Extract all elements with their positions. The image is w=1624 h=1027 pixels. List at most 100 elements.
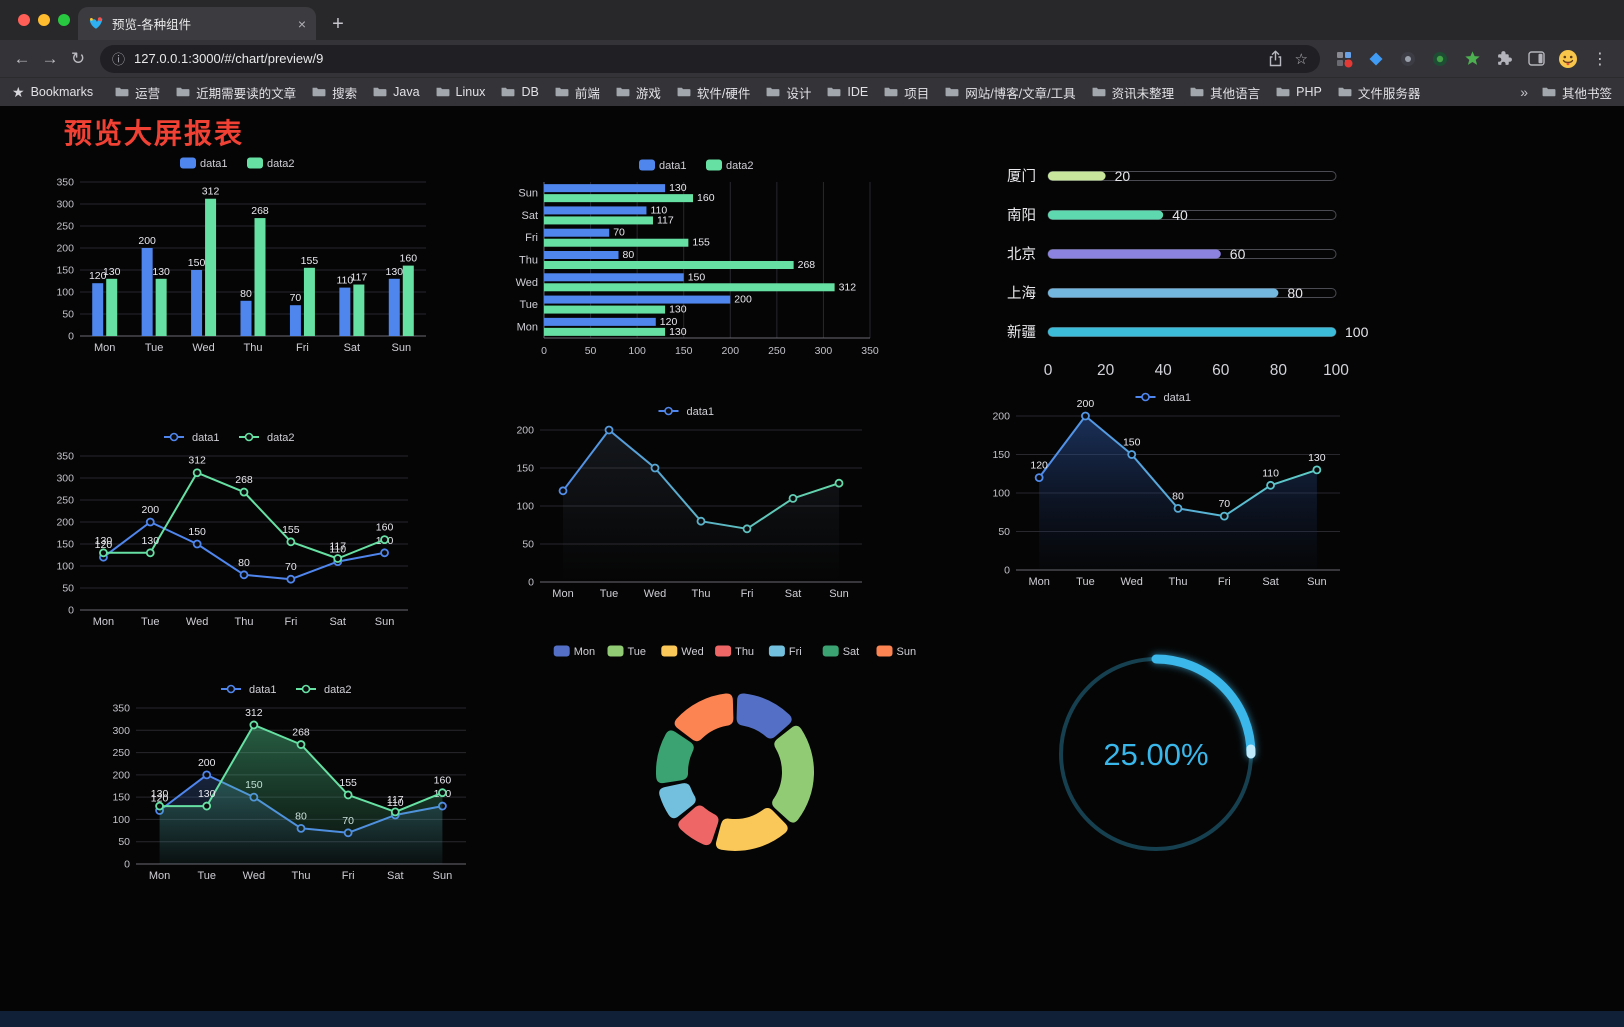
svg-text:200: 200 — [198, 757, 216, 769]
svg-text:150: 150 — [112, 792, 130, 804]
browser-toolbar: ← → ↻ ⓘ 127.0.0.1:3000/#/chart/preview/9… — [0, 40, 1624, 77]
progress-bar-chart: 厦门 20 南阳 40 北京 60 上海 80 新疆 100 0 20 40 60 80 100 — [1000, 158, 1380, 398]
svg-text:80: 80 — [1172, 490, 1184, 502]
bookmark-folder[interactable]: 运营 — [107, 80, 168, 105]
svg-text:100: 100 — [56, 561, 74, 573]
tab-title: 预览-各种组件 — [112, 18, 192, 32]
svg-text:100: 100 — [112, 814, 130, 826]
bookmark-folder[interactable]: IDE — [819, 82, 876, 102]
new-tab-button[interactable]: + — [332, 12, 344, 35]
folder-icon — [1276, 87, 1290, 97]
svg-text:80: 80 — [238, 557, 250, 569]
svg-text:0: 0 — [1044, 362, 1053, 379]
browser-tab[interactable]: 预览-各种组件 × — [78, 7, 316, 40]
bookmarks-label: Bookmarks — [30, 85, 94, 99]
svg-text:150: 150 — [188, 526, 206, 538]
bookmark-folder[interactable]: 搜索 — [304, 80, 365, 105]
bookmark-label: DB — [521, 85, 539, 99]
bookmark-label: 近期需要读的文章 — [196, 86, 297, 101]
back-button[interactable]: ← — [13, 48, 31, 68]
svg-text:300: 300 — [56, 199, 74, 211]
svg-text:160: 160 — [434, 775, 452, 787]
bookmark-folder[interactable]: 其他语言 — [1182, 80, 1268, 105]
bookmarks-overflow-button[interactable]: » — [1520, 84, 1528, 100]
extension-star-icon[interactable] — [1460, 47, 1484, 71]
close-tab-button[interactable]: × — [297, 15, 306, 32]
svg-text:0: 0 — [528, 577, 534, 589]
reload-button[interactable]: ↻ — [70, 48, 86, 68]
bookmark-folder[interactable]: 设计 — [758, 80, 819, 105]
svg-text:130: 130 — [151, 788, 169, 800]
bookmark-folder[interactable]: 游戏 — [608, 80, 669, 105]
svg-text:25.00%: 25.00% — [1103, 737, 1208, 772]
svg-text:155: 155 — [301, 255, 319, 267]
sidebar-toggle-icon[interactable] — [1524, 47, 1548, 71]
profile-avatar[interactable] — [1556, 47, 1580, 71]
extension-grid-icon[interactable] — [1332, 47, 1356, 71]
svg-text:Sun: Sun — [375, 616, 395, 628]
svg-text:Tue: Tue — [519, 299, 538, 311]
bookmark-folder[interactable]: PHP — [1268, 82, 1330, 102]
window-close-button[interactable] — [18, 14, 30, 26]
bookmark-label: 文件服务器 — [1357, 86, 1421, 101]
bookmark-label: 网站/博客/文章/工具 — [965, 86, 1076, 101]
url-text: 127.0.0.1:3000/#/chart/preview/9 — [134, 51, 324, 66]
bookmark-folder[interactable]: 项目 — [876, 80, 937, 105]
bookmark-folder[interactable]: Java — [365, 82, 427, 102]
window-minimize-button[interactable] — [38, 14, 50, 26]
horizontal-bar-chart: data1 data2 0 50 100 150 200 250 300 350 Mon Tue Wed… — [504, 152, 894, 368]
folder-icon — [176, 87, 190, 97]
window-zoom-button[interactable] — [58, 14, 70, 26]
folder-icon — [1338, 87, 1352, 97]
svg-text:Thu: Thu — [1169, 576, 1188, 588]
svg-text:南阳: 南阳 — [1007, 207, 1036, 224]
forward-button[interactable]: → — [41, 48, 59, 68]
browser-menu-button[interactable]: ⋮ — [1592, 50, 1608, 68]
svg-text:300: 300 — [112, 725, 130, 737]
svg-text:130: 130 — [386, 266, 404, 278]
bookmark-folder[interactable]: Linux — [428, 82, 494, 102]
svg-text:data1: data1 — [659, 160, 687, 172]
svg-text:350: 350 — [56, 451, 74, 463]
extension-dark-circle-icon[interactable] — [1396, 47, 1420, 71]
svg-text:Tue: Tue — [628, 646, 647, 658]
svg-text:50: 50 — [585, 345, 597, 357]
bookmark-folder[interactable]: 网站/博客/文章/工具 — [937, 80, 1083, 105]
svg-text:312: 312 — [839, 281, 857, 293]
svg-text:200: 200 — [112, 769, 130, 781]
svg-text:Sun: Sun — [518, 188, 538, 200]
extension-diamond-icon[interactable] — [1364, 47, 1388, 71]
bookmark-label: IDE — [847, 85, 869, 99]
svg-text:100: 100 — [628, 345, 646, 357]
bookmark-folder[interactable]: 前端 — [547, 80, 608, 105]
bookmark-folder[interactable]: 文件服务器 — [1330, 80, 1429, 105]
svg-text:160: 160 — [400, 253, 418, 265]
svg-text:120: 120 — [1030, 460, 1048, 472]
bookmark-folder[interactable]: 资讯未整理 — [1084, 80, 1183, 105]
multi-line-chart: data1 data2 0 50 100 150 200 250 300 350 Mon Tue Wed… — [46, 424, 418, 638]
svg-text:312: 312 — [188, 455, 206, 467]
svg-text:Mon: Mon — [93, 616, 114, 628]
svg-text:Mon: Mon — [149, 870, 170, 882]
address-bar[interactable]: ⓘ 127.0.0.1:3000/#/chart/preview/9 ☆ — [100, 44, 1320, 73]
site-info-icon[interactable]: ⓘ — [112, 52, 126, 67]
window-controls — [18, 14, 70, 26]
extension-green-circle-icon[interactable] — [1428, 47, 1452, 71]
other-bookmarks-button[interactable]: 其他书签 — [1534, 83, 1612, 102]
svg-text:Sat: Sat — [521, 210, 538, 222]
svg-text:268: 268 — [798, 259, 816, 271]
bookmark-folder[interactable]: 近期需要读的文章 — [168, 80, 304, 105]
folder-icon — [115, 87, 129, 97]
bookmark-folder[interactable]: 软件/硬件 — [669, 80, 758, 105]
bookmark-folder[interactable]: DB — [493, 82, 546, 102]
bookmark-star-icon[interactable]: ☆ — [1294, 50, 1308, 68]
svg-text:data1: data1 — [1164, 392, 1192, 404]
extensions-puzzle-icon[interactable] — [1492, 47, 1516, 71]
svg-text:350: 350 — [861, 345, 879, 357]
share-icon[interactable] — [1268, 50, 1283, 67]
svg-text:Sun: Sun — [433, 870, 453, 882]
folder-icon — [766, 87, 780, 97]
svg-text:350: 350 — [56, 177, 74, 189]
svg-text:150: 150 — [188, 257, 206, 269]
area-line-chart: data1 0 50 100 150 200 Mon Tue Wed Thu Fri Sat Sun 12… — [982, 384, 1350, 598]
